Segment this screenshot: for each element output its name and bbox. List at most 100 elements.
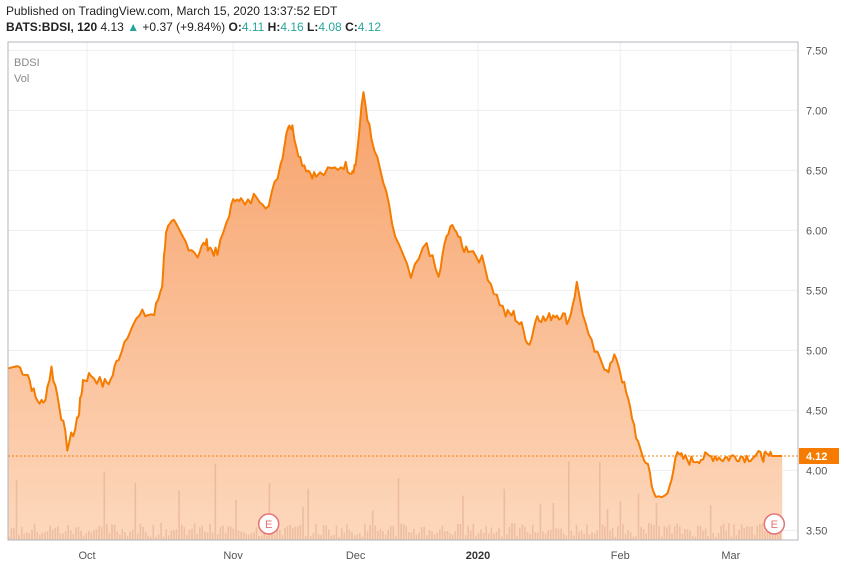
volume-bar <box>588 535 591 540</box>
earnings-badge-circle <box>257 513 280 535</box>
volume-bar <box>573 535 575 540</box>
x-tick-label: 2020 <box>466 550 490 562</box>
volume-bar <box>423 526 426 540</box>
volume-bar <box>72 533 75 540</box>
earnings-badge[interactable]: E <box>763 513 786 535</box>
volume-bar <box>666 527 668 540</box>
volume-bar <box>642 529 645 540</box>
volume-bar <box>147 535 149 540</box>
volume-bar <box>260 535 263 540</box>
volume-bar <box>691 535 694 540</box>
volume-bar <box>284 527 286 540</box>
volume-bar <box>129 531 131 540</box>
volume-bar <box>224 532 227 540</box>
volume-bar <box>134 482 137 540</box>
y-axis: 3.50 4.00 4.50 5.00 5.50 6.00 6.50 7.00 7.50 4.12 <box>799 45 839 537</box>
volume-bar <box>629 532 632 540</box>
volume-bar <box>482 533 485 540</box>
volume-bar <box>748 526 751 540</box>
volume-bar <box>480 529 482 540</box>
volume-bar <box>467 525 469 540</box>
volume-bar <box>756 525 758 540</box>
volume-bar <box>557 528 560 540</box>
volume-bar <box>459 524 462 540</box>
volume-bar <box>335 525 338 540</box>
volume-bar <box>575 524 578 540</box>
volume-bar <box>353 535 356 540</box>
volume-bar <box>211 532 214 540</box>
volume-bar <box>439 529 441 540</box>
volume-bar <box>8 536 10 540</box>
volume-bar <box>408 532 410 540</box>
volume-bar <box>106 524 108 540</box>
volume-bar <box>707 536 709 540</box>
volume-bar <box>513 523 516 540</box>
legend-volume: Vol <box>14 73 29 85</box>
volume-bar <box>201 525 204 540</box>
volume-bar <box>131 529 134 540</box>
volume-bar <box>433 534 436 540</box>
volume-bar <box>351 532 353 540</box>
volume-bar <box>165 529 167 540</box>
price-line-layer <box>7 91 798 499</box>
volume-bar <box>20 527 23 540</box>
volume-bar <box>570 531 573 540</box>
volume-bar <box>235 499 237 540</box>
x-tick-label: Dec <box>346 550 366 562</box>
volume-bar <box>655 503 658 540</box>
volume-bar <box>746 526 748 540</box>
volume-bar <box>764 531 766 540</box>
volume-bar <box>418 532 420 540</box>
volume-bar <box>100 527 103 540</box>
volume-bar <box>170 530 173 540</box>
volume-bar <box>93 530 95 540</box>
volume-bar <box>124 532 126 540</box>
earnings-badge[interactable]: E <box>257 513 280 535</box>
volume-bar <box>508 526 511 540</box>
volume-bar <box>506 534 508 540</box>
volume-bar <box>617 526 619 540</box>
volume-bar <box>562 533 565 540</box>
volume-bar <box>689 530 691 540</box>
volume-bar <box>343 532 346 540</box>
y-tick-label: 5.00 <box>806 345 827 357</box>
volume-bar <box>90 532 93 540</box>
volume-bar <box>449 533 451 540</box>
volume-bar <box>18 535 20 540</box>
last-price: 4.13 <box>100 20 124 34</box>
volume-bar <box>268 483 271 540</box>
volume-bar <box>57 526 59 540</box>
x-tick-label: Nov <box>223 550 243 562</box>
volume-bar <box>286 526 289 540</box>
volume-bar <box>552 503 555 540</box>
volume-bar <box>725 530 727 540</box>
x-tick-label: Mar <box>721 550 740 562</box>
volume-bar <box>431 531 433 540</box>
volume-bar <box>294 526 297 540</box>
volume-bar <box>565 535 567 540</box>
volume-bar <box>493 533 495 540</box>
volume-bar <box>635 536 637 540</box>
volume-bar <box>488 533 490 540</box>
volume-bar <box>511 523 513 540</box>
volume-bar <box>627 529 629 540</box>
volume-bar <box>144 531 147 540</box>
volume-bar <box>196 533 198 540</box>
volume-bar <box>451 534 454 540</box>
published-line: Published on TradingView.com, March 15, … <box>6 3 836 19</box>
volume-bar <box>490 527 493 540</box>
volume-bar <box>720 525 722 540</box>
volume-bar <box>258 536 260 540</box>
volume-bar <box>69 530 72 540</box>
volume-bar <box>495 531 498 540</box>
volume-bar <box>531 524 534 540</box>
volume-bar <box>41 532 44 540</box>
volume-bar <box>534 532 537 540</box>
volume-bar <box>309 536 312 540</box>
price-area-fill <box>8 92 783 540</box>
volume-bar <box>248 534 250 540</box>
volume-bar <box>75 527 77 540</box>
volume-bar <box>601 524 604 540</box>
volume-bar <box>168 535 170 540</box>
